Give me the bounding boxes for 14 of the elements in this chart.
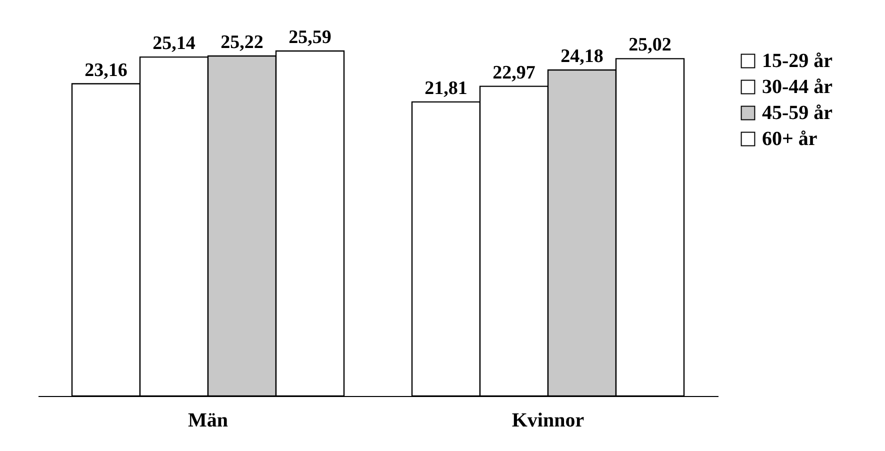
x-tick-label: Män [188,410,228,432]
data-label: 25,14 [152,33,196,54]
data-label: 23,16 [84,60,128,81]
data-label: 22,97 [492,62,536,84]
data-label: 24,18 [560,46,604,68]
data-label: 25,59 [288,27,332,48]
data-label: 25,22 [220,32,264,53]
x-tick-label: Kvinnor [512,410,584,432]
data-label: 25,02 [628,34,672,56]
legend-label: 60+ år [762,128,818,150]
data-label: 21,81 [424,78,468,99]
legend-label: 30-44 år [762,76,833,98]
legend-label: 15-29 år [762,50,833,72]
legend-label: 45-59 år [762,102,833,124]
